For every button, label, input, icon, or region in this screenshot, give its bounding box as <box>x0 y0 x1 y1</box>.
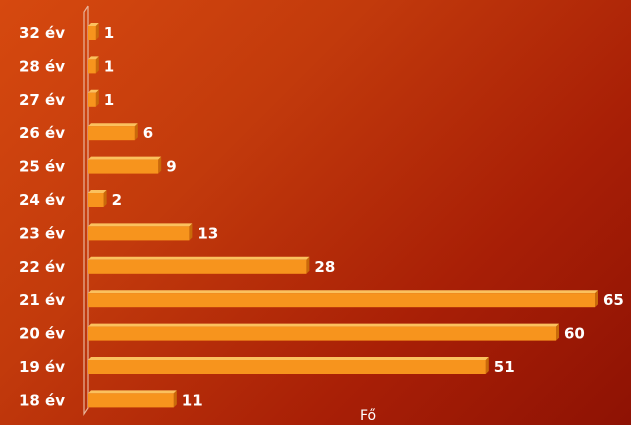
bar <box>88 156 162 174</box>
bar-top-face <box>88 256 310 260</box>
bar-top-face <box>88 56 99 60</box>
bar-side-face <box>95 23 99 40</box>
bar <box>88 390 177 408</box>
bar-side-face <box>134 123 138 141</box>
category-label: 26 év <box>19 124 65 142</box>
bar-front-face <box>88 59 96 74</box>
bar <box>88 256 310 274</box>
bar-front-face <box>88 326 556 341</box>
bar <box>88 56 99 74</box>
bar-top-face <box>88 89 99 93</box>
bar-top-face <box>88 390 177 394</box>
x-axis-title: Fő <box>360 408 376 424</box>
bar-top-face <box>88 123 138 127</box>
bar-front-face <box>88 26 96 40</box>
category-label: 24 év <box>19 191 65 209</box>
bar-side-face <box>95 89 99 107</box>
bar-top-face <box>88 223 193 227</box>
bar-side-face <box>306 256 310 274</box>
bar <box>88 290 598 308</box>
bar-front-face <box>88 92 96 107</box>
bar-top-face <box>88 23 99 26</box>
value-label: 6 <box>143 124 153 142</box>
category-label: 20 év <box>19 325 65 343</box>
bar-side-face <box>485 357 489 374</box>
category-label: 32 év <box>19 24 65 42</box>
value-label: 11 <box>182 391 203 409</box>
category-label: 18 év <box>19 391 65 409</box>
bar-top-face <box>88 323 559 327</box>
bar-top-face <box>88 156 162 160</box>
bars-group <box>88 23 598 408</box>
category-label: 22 év <box>19 258 65 276</box>
category-label: 21 év <box>19 291 65 309</box>
bar-front-face <box>88 193 104 207</box>
bar <box>88 323 559 341</box>
bar <box>88 123 138 141</box>
bar-side-face <box>95 56 99 74</box>
category-label: 23 év <box>19 224 65 242</box>
bar-front-face <box>88 360 486 374</box>
category-label: 28 év <box>19 57 65 75</box>
bar-front-face <box>88 126 135 141</box>
value-label: 51 <box>494 358 515 376</box>
bar <box>88 89 99 107</box>
bar-top-face <box>88 190 107 193</box>
value-label: 9 <box>166 158 176 176</box>
category-label: 19 év <box>19 358 65 376</box>
bar <box>88 223 193 241</box>
bar-front-face <box>88 226 190 241</box>
bar-side-face <box>595 290 598 308</box>
value-label: 1 <box>104 24 114 42</box>
category-label: 25 év <box>19 158 65 176</box>
bar-top-face <box>88 357 489 360</box>
bar <box>88 23 99 40</box>
value-label: 1 <box>104 57 114 75</box>
value-label: 1 <box>104 91 114 109</box>
bar-top-face <box>88 290 598 294</box>
value-label: 60 <box>564 325 585 343</box>
bar-side-face <box>173 390 177 408</box>
category-label: 27 év <box>19 91 65 109</box>
bar-front-face <box>88 159 159 174</box>
bar-front-face <box>88 259 307 274</box>
bar-front-face <box>88 293 595 308</box>
value-label: 13 <box>197 224 218 242</box>
bar-side-face <box>556 323 559 341</box>
category-labels: 32 év 28 év 27 év 26 év 25 év 24 év 23 év 22 év… <box>19 24 65 409</box>
axis-wall <box>83 5 89 416</box>
value-label: 2 <box>112 191 122 209</box>
value-label: 65 <box>603 291 624 309</box>
value-label: 28 <box>314 258 335 276</box>
bar <box>88 357 489 374</box>
bar-side-face <box>189 223 193 241</box>
bar-front-face <box>88 393 174 408</box>
bar-side-face <box>158 156 162 174</box>
bar-side-face <box>103 190 107 207</box>
bar <box>88 190 107 207</box>
